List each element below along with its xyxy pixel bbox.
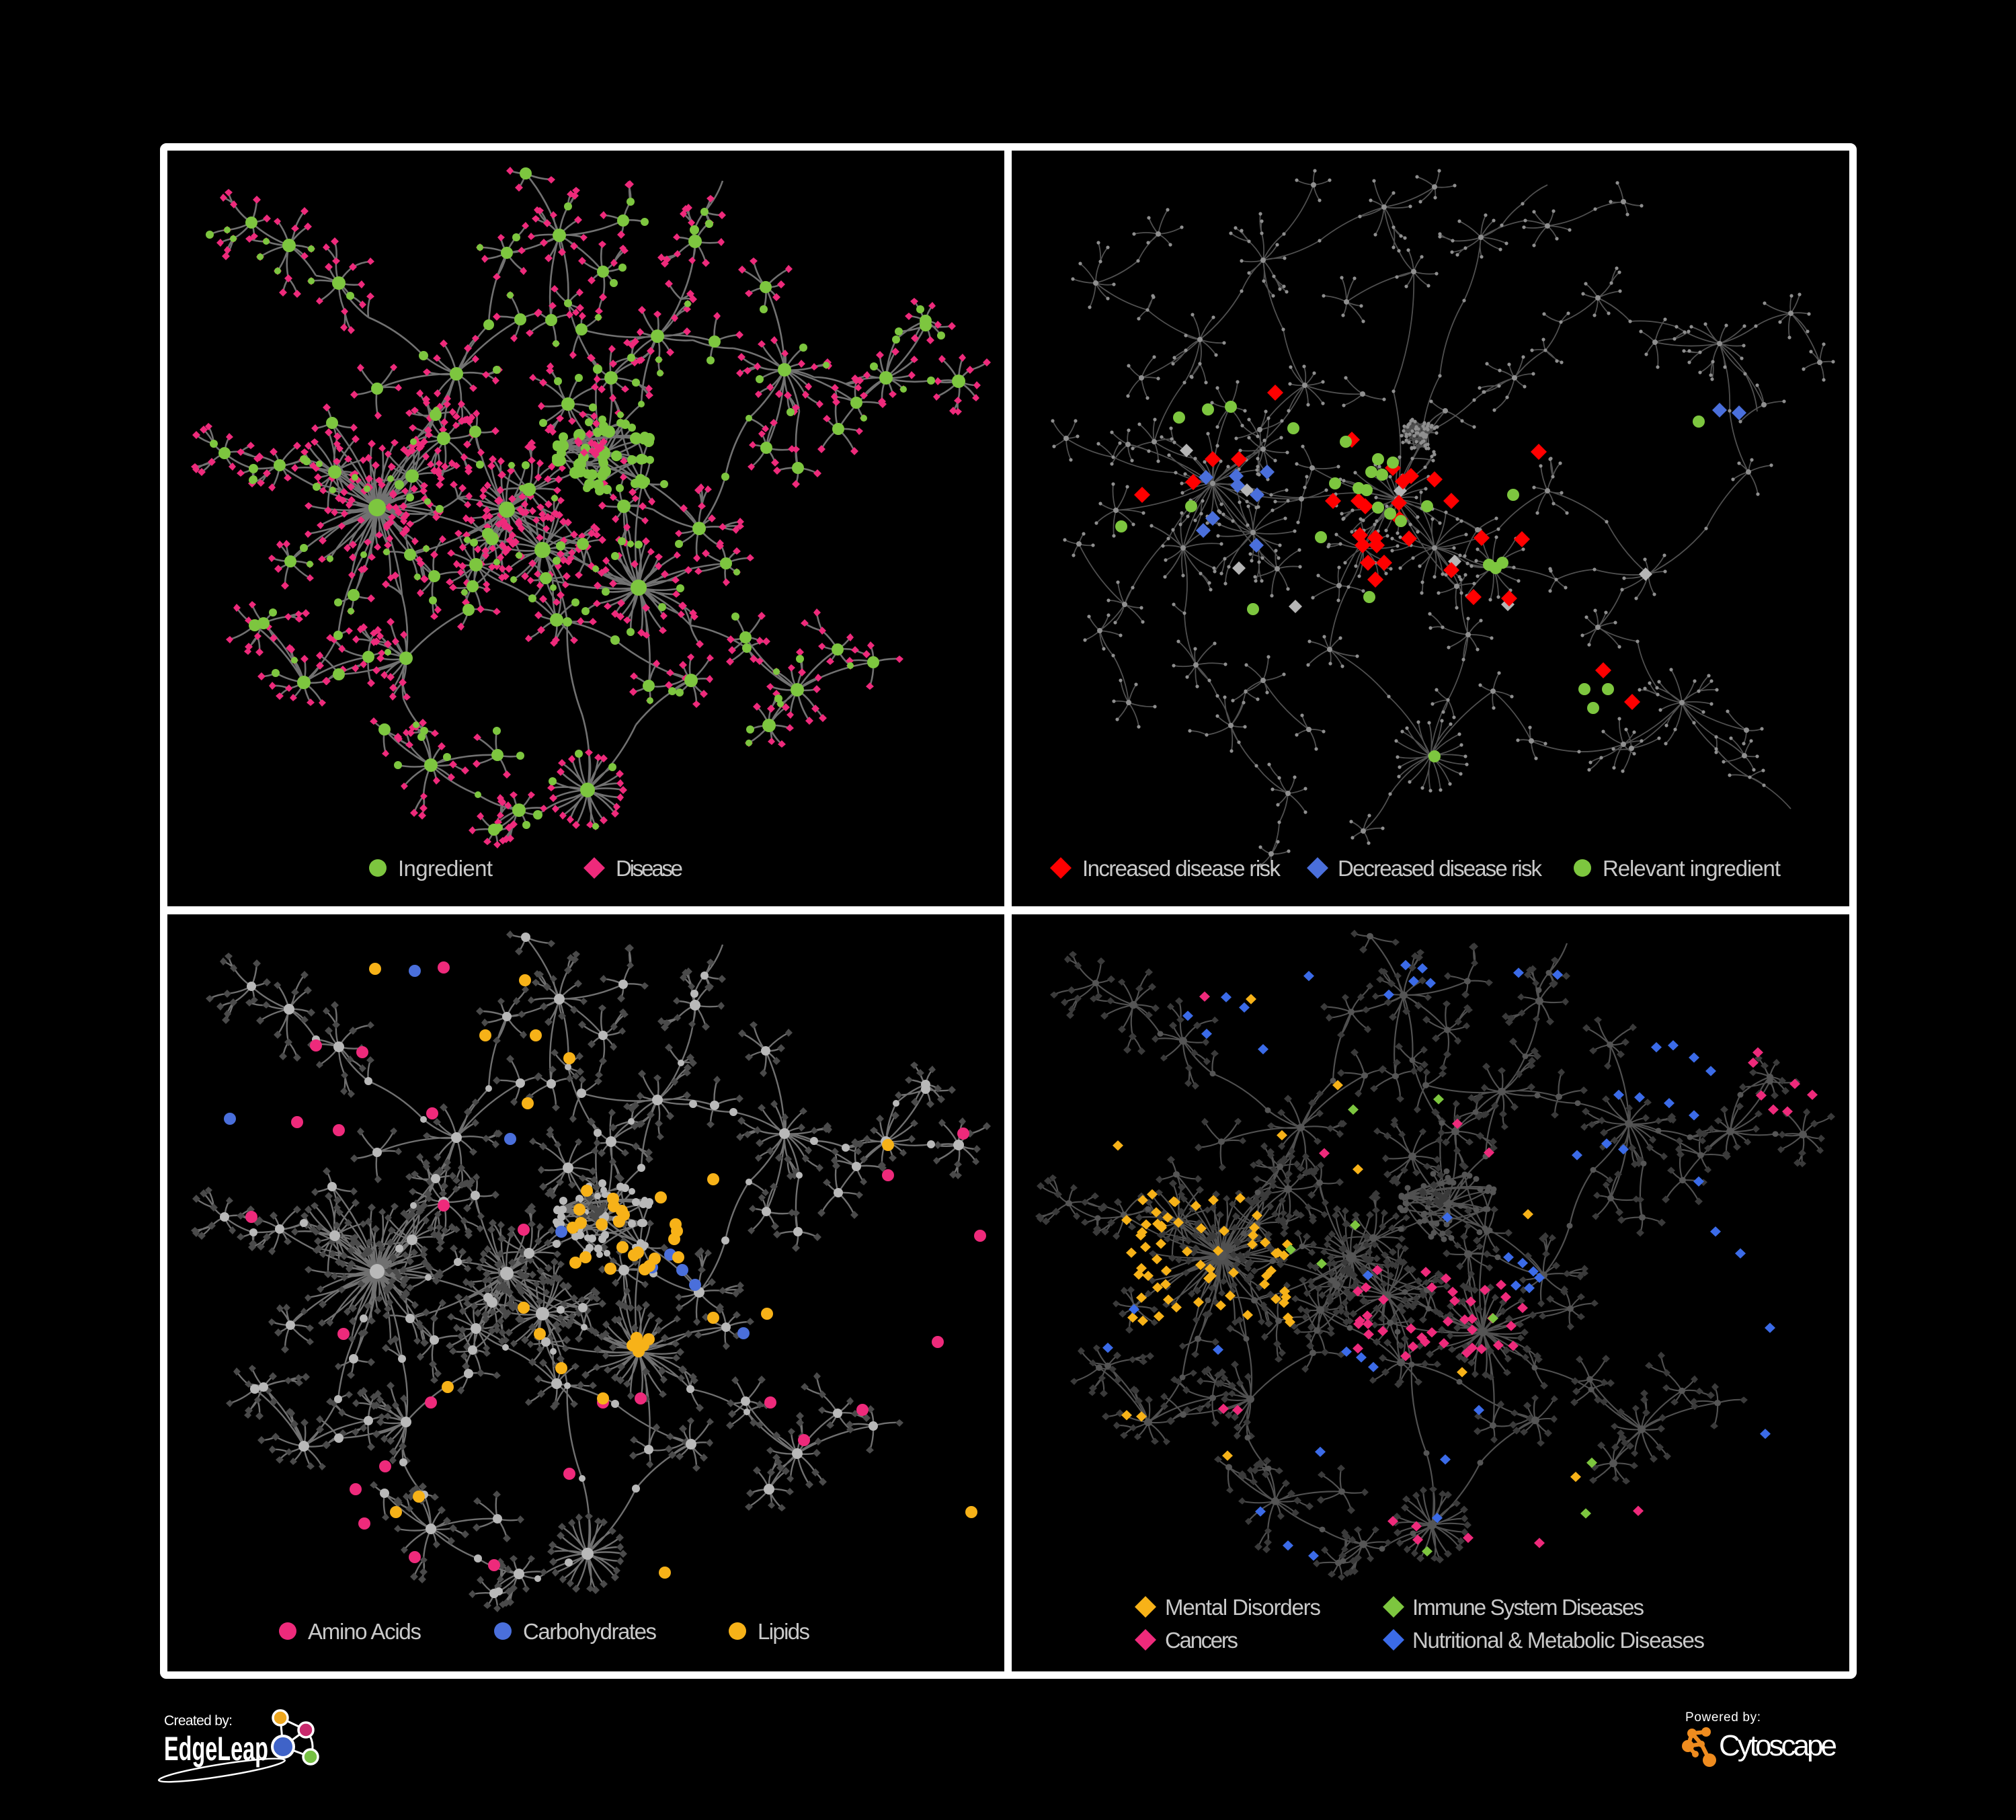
svg-text:Cytoscape: Cytoscape xyxy=(1719,1729,1837,1762)
svg-text:Increased disease risk: Increased disease risk xyxy=(1082,856,1281,881)
svg-text:Decreased disease risk: Decreased disease risk xyxy=(1338,856,1543,881)
svg-text:Relevant ingredient: Relevant ingredient xyxy=(1603,856,1781,881)
svg-text:Ingredient: Ingredient xyxy=(398,856,493,881)
svg-text:Mental Disorders: Mental Disorders xyxy=(1165,1595,1321,1620)
svg-text:Nutritional & Metabolic Diseas: Nutritional & Metabolic Diseases xyxy=(1412,1628,1705,1653)
svg-text:Disease: Disease xyxy=(616,856,683,881)
svg-text:Immune System Diseases: Immune System Diseases xyxy=(1412,1595,1644,1620)
svg-text:EdgeLeap: EdgeLeap xyxy=(164,1730,268,1768)
svg-text:Powered by:: Powered by: xyxy=(1685,1710,1761,1725)
svg-text:Amino Acids: Amino Acids xyxy=(308,1619,421,1644)
svg-text:Lipids: Lipids xyxy=(758,1619,810,1644)
svg-text:Cancers: Cancers xyxy=(1165,1628,1238,1653)
svg-text:Created by:: Created by: xyxy=(164,1713,233,1729)
svg-text:Carbohydrates: Carbohydrates xyxy=(523,1619,657,1644)
